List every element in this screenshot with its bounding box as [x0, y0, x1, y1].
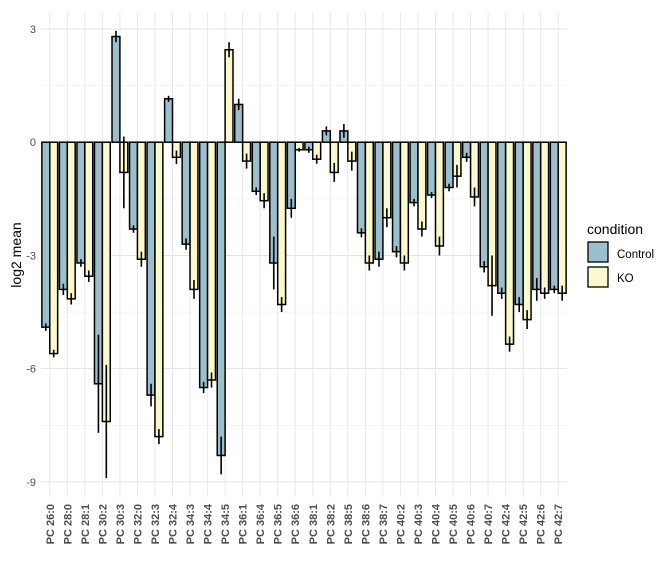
legend: condition Control KO: [587, 221, 654, 288]
bar-control-pc407: [479, 141, 489, 268]
x-tick-label: PC 36:4: [255, 503, 267, 544]
bar-ko-pc425: [522, 141, 532, 321]
bar-control-pc281: [76, 141, 86, 264]
bar-ko-pc365: [276, 141, 287, 306]
x-tick-label: PC 38:1: [308, 504, 320, 544]
x-tick-label: PC 40:2: [395, 504, 407, 544]
legend-key-control: [587, 241, 609, 263]
y-tick-label: -3: [26, 250, 36, 262]
bar-control-pc386: [356, 141, 367, 234]
x-tick-label: PC 42:5: [518, 504, 530, 544]
x-tick-label: PC 38:6: [360, 504, 372, 544]
bar-ko-pc320: [136, 141, 147, 260]
bar-control-pc344: [198, 141, 209, 389]
bar-ko-pc345: [224, 48, 234, 143]
x-tick-label: PC 36:5: [273, 504, 285, 544]
bar-control-pc402: [391, 141, 402, 253]
bar-ko-pc280: [66, 141, 76, 300]
x-tick-label: PC 36:6: [290, 504, 302, 544]
x-tick-label: PC 38:5: [343, 504, 355, 544]
x-tick-label: PC 34:3: [185, 504, 197, 544]
bar-ko-pc402: [399, 141, 410, 264]
bar-control-pc343: [181, 141, 191, 245]
bar-control-pc403: [409, 141, 419, 204]
bar-ko-pc364: [259, 141, 269, 202]
bar-ko-pc343: [189, 141, 199, 291]
bar-control-pc424: [496, 141, 507, 294]
bar-ko-pc424: [504, 141, 515, 345]
x-tick-label: PC 32:3: [150, 504, 162, 544]
x-tick-label: PC 30:3: [115, 504, 127, 544]
x-tick-label: PC 40:5: [448, 504, 460, 544]
x-tick-label: PC 30:2: [97, 504, 109, 544]
x-tick-label: PC 26:0: [45, 504, 57, 544]
bar-ko-pc386: [364, 141, 375, 264]
x-tick-label: PC 40:6: [466, 504, 478, 544]
x-tick-label: PC 38:2: [325, 504, 337, 544]
y-axis: 3 0 -3 -6 -9: [26, 24, 36, 489]
bar-control-pc426: [532, 141, 542, 291]
bar-ko-pc404: [434, 141, 445, 247]
bar-control-pc323: [146, 141, 156, 396]
x-tick-label: PC 38:7: [378, 504, 390, 544]
legend-key-ko: [587, 266, 609, 288]
y-tick-label: -6: [26, 364, 36, 376]
x-tick-label: PC 40:7: [483, 504, 495, 544]
bar-control-pc404: [426, 141, 437, 196]
bar-ko-pc387: [382, 141, 392, 219]
bar-control-pc364: [251, 141, 261, 193]
x-tick-label: PC 36:1: [238, 504, 250, 544]
bar-ko-pc260: [49, 141, 59, 355]
bar-control-pc345: [216, 141, 226, 457]
y-tick-label: 3: [30, 24, 36, 36]
y-tick-label: -9: [26, 477, 36, 489]
x-tick-label: PC 32:0: [132, 504, 144, 544]
bar-control-pc405: [444, 141, 454, 189]
x-tick-label: PC 40:3: [413, 504, 425, 544]
bar-control-pc303: [111, 35, 121, 143]
bar-control-pc324: [163, 98, 174, 143]
x-tick-label: PC 34:5: [220, 504, 232, 544]
x-tick-label: PC 28:0: [62, 504, 74, 544]
bar-ko-pc344: [206, 141, 217, 381]
bar-control-pc427: [549, 141, 559, 291]
bar-ko-pc427: [557, 141, 567, 294]
bar-control-pc320: [128, 141, 139, 230]
bar-control-pc260: [41, 141, 51, 328]
x-axis: PC 26:0 PC 28:0 PC 28:1 PC 30:2 PC 30:3 PC 32…: [45, 503, 565, 544]
bar-ko-pc403: [417, 141, 427, 230]
bar-control-pc366: [286, 141, 296, 210]
y-axis-title: log2 mean: [8, 222, 24, 287]
x-tick-label: PC 34:4: [203, 503, 215, 544]
legend-label-control: Control: [617, 249, 654, 261]
x-tick-label: PC 32:4: [168, 503, 180, 544]
bars-layer: [41, 30, 567, 479]
x-tick-label: PC 40:4: [431, 503, 443, 544]
x-tick-label: PC 42:6: [536, 504, 548, 544]
x-tick-label: PC 28:1: [80, 504, 92, 544]
x-tick-label: PC 42:7: [553, 504, 565, 544]
bar-ko-pc281: [84, 141, 94, 277]
bar-control-pc425: [514, 141, 524, 306]
legend-title: condition: [587, 221, 643, 237]
legend-label-ko: KO: [617, 273, 634, 285]
y-tick-label: 0: [30, 137, 36, 149]
bar-ko-pc323: [154, 141, 164, 438]
bar-control-pc280: [58, 141, 69, 291]
bar-control-pc387: [374, 141, 384, 260]
x-tick-label: PC 42:4: [501, 503, 513, 544]
bar-ko-pc426: [539, 141, 550, 294]
